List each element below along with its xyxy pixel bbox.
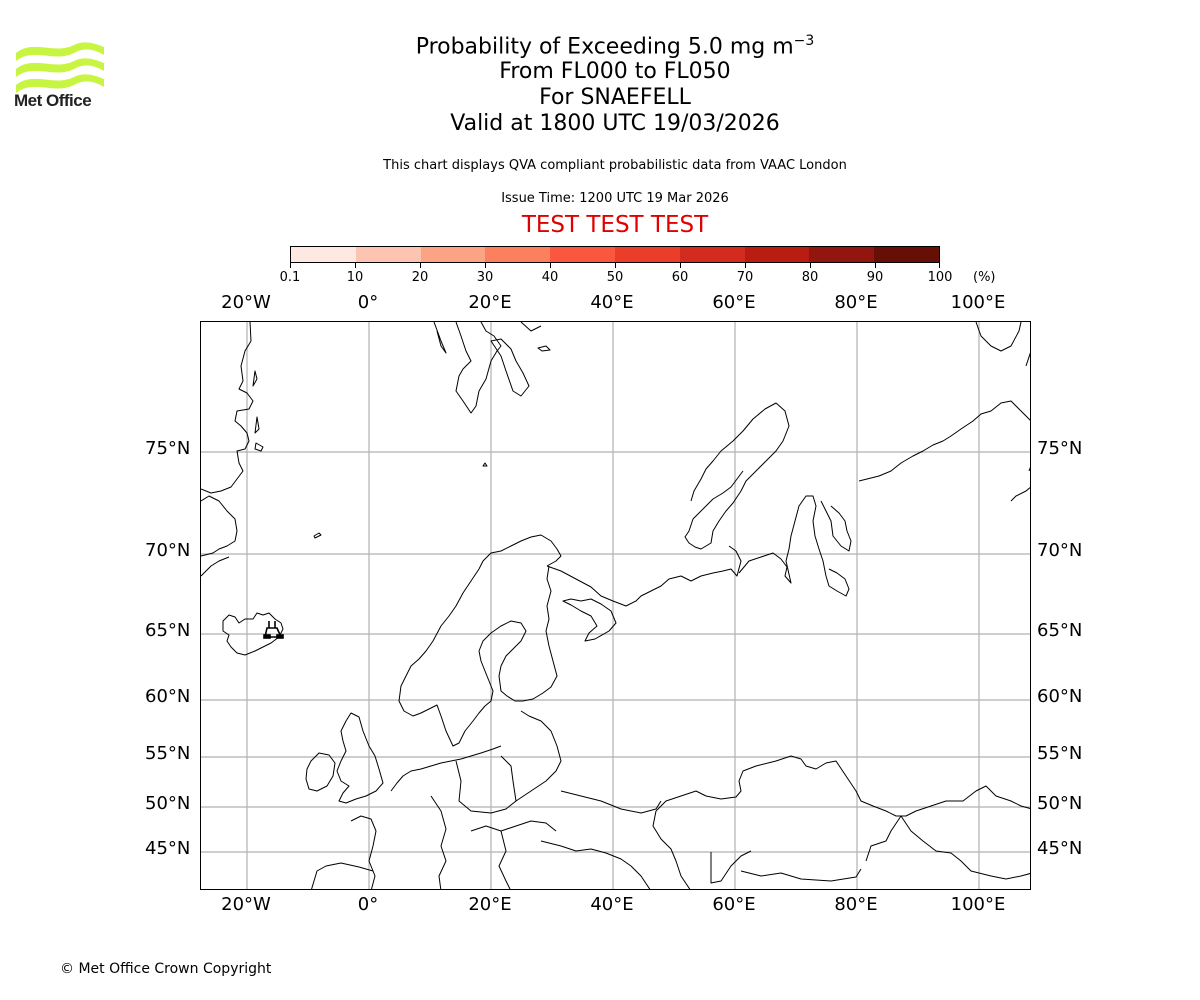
lon-label-bottom: 40°E bbox=[590, 894, 634, 915]
lat-label-right: 45°N bbox=[1037, 838, 1083, 859]
colorbar-label: 50 bbox=[606, 270, 624, 285]
map-canvas bbox=[201, 322, 1030, 889]
lat-label-right: 70°N bbox=[1037, 540, 1083, 561]
lon-label-bottom: 20°W bbox=[221, 894, 271, 915]
colorbar-segment bbox=[355, 247, 421, 262]
title-volcano: For SNAEFELL bbox=[539, 85, 691, 110]
lat-label-right: 75°N bbox=[1037, 438, 1083, 459]
met-office-logo-text: Met Office bbox=[14, 91, 92, 110]
issue-time: Issue Time: 1200 UTC 19 Mar 2026 bbox=[501, 191, 729, 206]
colorbar-label: 80 bbox=[801, 270, 819, 285]
colorbar-segment bbox=[614, 247, 680, 262]
colorbar-tick bbox=[875, 263, 876, 268]
title-superscript: −3 bbox=[793, 33, 815, 49]
colorbar-label: 10 bbox=[346, 270, 364, 285]
lon-label-top: 20°E bbox=[468, 292, 512, 313]
colorbar-tick bbox=[290, 263, 291, 268]
lat-label-left: 65°N bbox=[145, 620, 191, 641]
colorbar-label: 60 bbox=[671, 270, 689, 285]
colorbar-unit: (%) bbox=[973, 270, 996, 285]
colorbar-label: 0.1 bbox=[279, 270, 301, 285]
colorbar-tick bbox=[485, 263, 486, 268]
lon-label-top: 80°E bbox=[834, 292, 878, 313]
met-office-logo-waves-icon bbox=[16, 42, 104, 93]
lon-label-top: 60°E bbox=[712, 292, 756, 313]
colorbar-tick bbox=[420, 263, 421, 268]
colorbar-tick bbox=[680, 263, 681, 268]
colorbar-tick bbox=[550, 263, 551, 268]
lat-label-right: 50°N bbox=[1037, 793, 1083, 814]
lon-label-bottom: 60°E bbox=[712, 894, 756, 915]
colorbar-segment bbox=[744, 247, 810, 262]
colorbar-segment bbox=[291, 247, 356, 262]
colorbar-ticks bbox=[290, 263, 940, 269]
lon-label-bottom: 20°E bbox=[468, 894, 512, 915]
colorbar-label: 30 bbox=[476, 270, 494, 285]
volcano-marker-icon bbox=[263, 621, 284, 639]
lat-label-left: 45°N bbox=[145, 838, 191, 859]
lat-label-right: 65°N bbox=[1037, 620, 1083, 641]
coastlines bbox=[201, 322, 1030, 889]
colorbar-tick bbox=[939, 263, 940, 268]
colorbar-tick bbox=[745, 263, 746, 268]
lat-label-right: 55°N bbox=[1037, 743, 1083, 764]
lon-label-top: 40°E bbox=[590, 292, 634, 313]
title-flight-levels: From FL000 to FL050 bbox=[499, 59, 731, 84]
lon-label-top: 100°E bbox=[950, 292, 1006, 313]
colorbar-label: 20 bbox=[411, 270, 429, 285]
lon-label-top: 20°W bbox=[221, 292, 271, 313]
colorbar-label: 100 bbox=[927, 270, 953, 285]
colorbar-label: 70 bbox=[736, 270, 754, 285]
colorbar-segment bbox=[809, 247, 875, 262]
colorbar-tick bbox=[810, 263, 811, 268]
map-panel[interactable] bbox=[200, 321, 1031, 890]
lat-label-left: 55°N bbox=[145, 743, 191, 764]
lon-label-bottom: 80°E bbox=[834, 894, 878, 915]
title-line-1: Probability of Exceeding 5.0 mg m−3 bbox=[0, 26, 1200, 59]
lat-label-left: 50°N bbox=[145, 793, 191, 814]
graticule bbox=[201, 322, 1030, 889]
colorbar-segment bbox=[420, 247, 486, 262]
colorbar-segment bbox=[874, 247, 939, 262]
lat-label-left: 70°N bbox=[145, 540, 191, 561]
colorbar-tick bbox=[355, 263, 356, 268]
colorbar-segment bbox=[679, 247, 745, 262]
chart-description: This chart displays QVA compliant probab… bbox=[383, 158, 847, 173]
lon-label-top: 0° bbox=[357, 292, 379, 313]
chart-title: Probability of Exceeding 5.0 mg m−3 From… bbox=[0, 26, 1200, 137]
title-main: Probability of Exceeding 5.0 mg m bbox=[415, 34, 794, 60]
colorbar-segment bbox=[485, 247, 551, 262]
lon-label-bottom: 100°E bbox=[950, 894, 1006, 915]
colorbar-label: 90 bbox=[866, 270, 884, 285]
title-valid-time: Valid at 1800 UTC 19/03/2026 bbox=[450, 111, 780, 136]
lat-label-left: 60°N bbox=[145, 686, 191, 707]
lat-label-right: 60°N bbox=[1037, 686, 1083, 707]
lat-label-left: 75°N bbox=[145, 438, 191, 459]
colorbar bbox=[290, 246, 940, 263]
copyright-notice: © Met Office Crown Copyright bbox=[60, 961, 272, 977]
test-banner: TEST TEST TEST bbox=[521, 212, 709, 238]
lon-label-bottom: 0° bbox=[357, 894, 379, 915]
colorbar-tick bbox=[615, 263, 616, 268]
colorbar-label: 40 bbox=[541, 270, 559, 285]
colorbar-segment bbox=[550, 247, 615, 262]
